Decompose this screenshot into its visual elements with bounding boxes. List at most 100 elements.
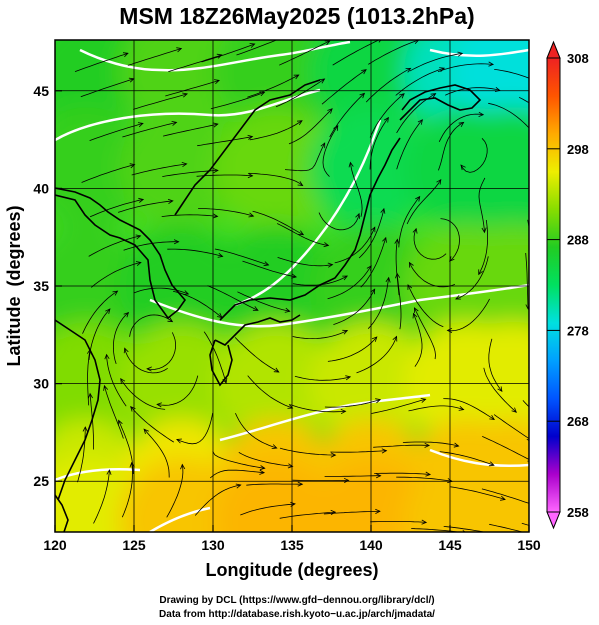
streamline-arrowhead bbox=[330, 509, 337, 516]
streamline bbox=[131, 163, 187, 176]
streamline-arrowhead bbox=[103, 384, 109, 391]
colorbar-tick-label: 298 bbox=[567, 142, 589, 157]
colorbar-tick-label: 288 bbox=[567, 233, 589, 248]
streamline bbox=[247, 74, 299, 98]
streamline bbox=[407, 284, 444, 328]
streamline-arrowhead bbox=[405, 67, 412, 73]
streamline-arrowhead bbox=[123, 311, 130, 318]
streamline-arrowhead bbox=[414, 307, 419, 313]
streamline bbox=[396, 93, 436, 134]
streamline bbox=[438, 122, 464, 171]
streamline bbox=[518, 96, 529, 104]
streamline-arrowhead bbox=[382, 236, 387, 243]
streamline bbox=[173, 290, 223, 318]
streamline-arrowhead bbox=[489, 414, 495, 420]
streamline bbox=[252, 210, 304, 236]
colorbar-tick-label: 258 bbox=[567, 505, 589, 520]
streamline-arrowhead bbox=[533, 271, 537, 276]
streamline bbox=[413, 313, 423, 367]
streamline bbox=[478, 219, 488, 275]
streamline-arrowhead bbox=[395, 272, 401, 279]
streamline-arrowhead bbox=[412, 312, 418, 319]
streamline bbox=[167, 248, 223, 257]
x-tick-label: 125 bbox=[122, 537, 146, 553]
streamline-arrowhead bbox=[478, 269, 483, 276]
streamline bbox=[91, 262, 141, 288]
streamline-arrowhead bbox=[539, 343, 543, 348]
streamline bbox=[133, 93, 188, 110]
colorbar-max-triangle bbox=[546, 40, 561, 59]
streamline-arrowhead bbox=[171, 121, 178, 126]
streamline-arrowhead bbox=[129, 461, 135, 468]
streamline-arrowhead bbox=[212, 213, 219, 219]
streamline-arrowhead bbox=[248, 212, 255, 218]
streamline-arrowhead bbox=[430, 93, 437, 99]
streamline-arrowhead bbox=[82, 426, 88, 432]
streamline-arrowhead bbox=[560, 433, 565, 437]
coastline-path bbox=[219, 137, 401, 321]
streamline bbox=[236, 40, 278, 56]
streamline bbox=[279, 40, 330, 66]
streamline bbox=[332, 40, 380, 66]
streamline bbox=[406, 179, 442, 225]
temperature-cell bbox=[119, 458, 244, 532]
colorbar-ticks: 258 268 278 288 298 308 bbox=[547, 51, 589, 520]
temperature-contours bbox=[55, 40, 529, 532]
streamline-arrowhead bbox=[415, 195, 421, 202]
streamline bbox=[402, 441, 459, 447]
streamline bbox=[207, 285, 259, 311]
streamline-arrowhead bbox=[361, 69, 367, 75]
streamline bbox=[329, 93, 365, 138]
coastline-path bbox=[55, 187, 187, 320]
colorbar-tick-label: 278 bbox=[567, 323, 589, 338]
streamline bbox=[409, 53, 463, 72]
streamline-arrowhead bbox=[417, 119, 423, 125]
streamline-arrowhead bbox=[222, 377, 228, 384]
streamline bbox=[277, 223, 329, 246]
plot-area bbox=[55, 40, 584, 532]
streamline-arrowhead bbox=[579, 90, 584, 94]
streamline-arrowhead bbox=[399, 93, 405, 99]
streamline-arrowhead bbox=[383, 116, 389, 123]
streamline bbox=[350, 162, 363, 217]
streamline bbox=[488, 102, 529, 129]
streamline-arrowhead bbox=[436, 178, 442, 185]
streamline bbox=[82, 290, 118, 334]
streamline bbox=[238, 452, 293, 467]
streamline bbox=[80, 78, 134, 98]
streamline-arrowhead bbox=[235, 483, 242, 489]
streamline bbox=[198, 208, 254, 217]
streamline-arrowhead bbox=[129, 163, 136, 169]
streamline-arrowhead bbox=[425, 471, 432, 477]
streamline bbox=[411, 528, 461, 532]
streamline-arrowhead bbox=[342, 275, 349, 281]
x-tick-label: 120 bbox=[43, 537, 67, 553]
streamline bbox=[161, 214, 218, 217]
streamline-arrowhead bbox=[488, 61, 495, 67]
streamline bbox=[106, 354, 127, 407]
y-tick-label: 35 bbox=[33, 278, 49, 294]
streamline-arrowhead bbox=[180, 463, 186, 470]
x-tick-label: 135 bbox=[280, 537, 304, 553]
streamline-arrowhead bbox=[424, 442, 431, 448]
coastline-path bbox=[209, 339, 233, 387]
temperature-cell bbox=[55, 106, 149, 231]
streamline bbox=[88, 235, 141, 257]
streamline bbox=[77, 426, 86, 483]
streamline-arrowhead bbox=[381, 448, 388, 454]
streamline bbox=[203, 331, 227, 384]
streamline bbox=[284, 142, 326, 172]
streamline-arrowhead bbox=[112, 290, 119, 296]
streamline-arrowhead bbox=[529, 129, 534, 134]
streamline-arrowhead bbox=[460, 164, 466, 171]
streamline bbox=[277, 257, 333, 267]
streamline bbox=[437, 63, 494, 73]
streamline-arrowhead bbox=[291, 273, 297, 279]
colorbar-body bbox=[546, 57, 561, 513]
x-tick-label: 130 bbox=[201, 537, 225, 553]
streamline bbox=[440, 218, 460, 262]
streamline bbox=[275, 78, 325, 108]
streamline bbox=[327, 265, 372, 300]
streamline bbox=[370, 521, 427, 523]
streamline-arrowhead bbox=[135, 261, 142, 267]
